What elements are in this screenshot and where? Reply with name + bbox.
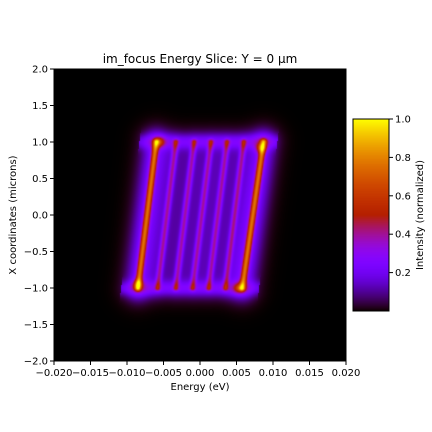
colorbar-tick-label: 0.8 [395,153,411,164]
y-tick-label: −0.5 [24,247,48,258]
x-axis-label: Energy (eV) [171,382,230,393]
y-axis-label: X coordinates (microns) [8,155,19,274]
heatmap-image [54,69,346,361]
x-tick-label: −0.020 [35,368,72,379]
x-tick-label: 0.020 [332,368,361,379]
heatmap-plot-area [53,68,347,362]
x-tick-label: 0.000 [186,368,215,379]
x-tick-label: 0.005 [222,368,251,379]
y-axis: −2.0 −1.5 −1.0 −0.5 0.0 0.5 1.0 1.5 2.0 [24,65,54,368]
chart-title: im_focus Energy Slice: Y = 0 µm [103,52,298,66]
y-tick-label: −1.0 [24,284,48,295]
colorbar-label: Intensity (normalized) [415,160,426,270]
colorbar-tick-label: 0.6 [395,191,411,202]
y-tick-label: 0.5 [32,174,48,185]
y-tick-label: 0.0 [32,211,48,222]
colorbar-tick-label: 0.4 [395,230,411,241]
x-tick-label: −0.005 [145,368,182,379]
x-axis: −0.020 −0.015 −0.010 −0.005 0.000 0.005 0.010 0… [35,361,360,379]
colorbar-gradient [353,119,389,311]
x-tick-label: −0.015 [72,368,109,379]
x-tick-label: 0.010 [259,368,288,379]
colorbar: 0.2 0.4 0.6 0.8 1.0 Intensity (normalized) [352,115,426,312]
y-tick-label: 2.0 [32,65,48,76]
x-tick-label: 0.015 [295,368,324,379]
colorbar-tick-label: 0.2 [395,268,411,279]
y-tick-label: 1.5 [32,101,48,112]
x-tick-label: −0.010 [108,368,145,379]
y-tick-label: −1.5 [24,320,48,331]
y-tick-label: −2.0 [24,357,48,368]
colorbar-ticks: 0.2 0.4 0.6 0.8 1.0 [389,115,411,279]
colorbar-tick-label: 1.0 [395,115,411,126]
y-tick-label: 1.0 [32,138,48,149]
colorbar-frame [352,118,390,312]
